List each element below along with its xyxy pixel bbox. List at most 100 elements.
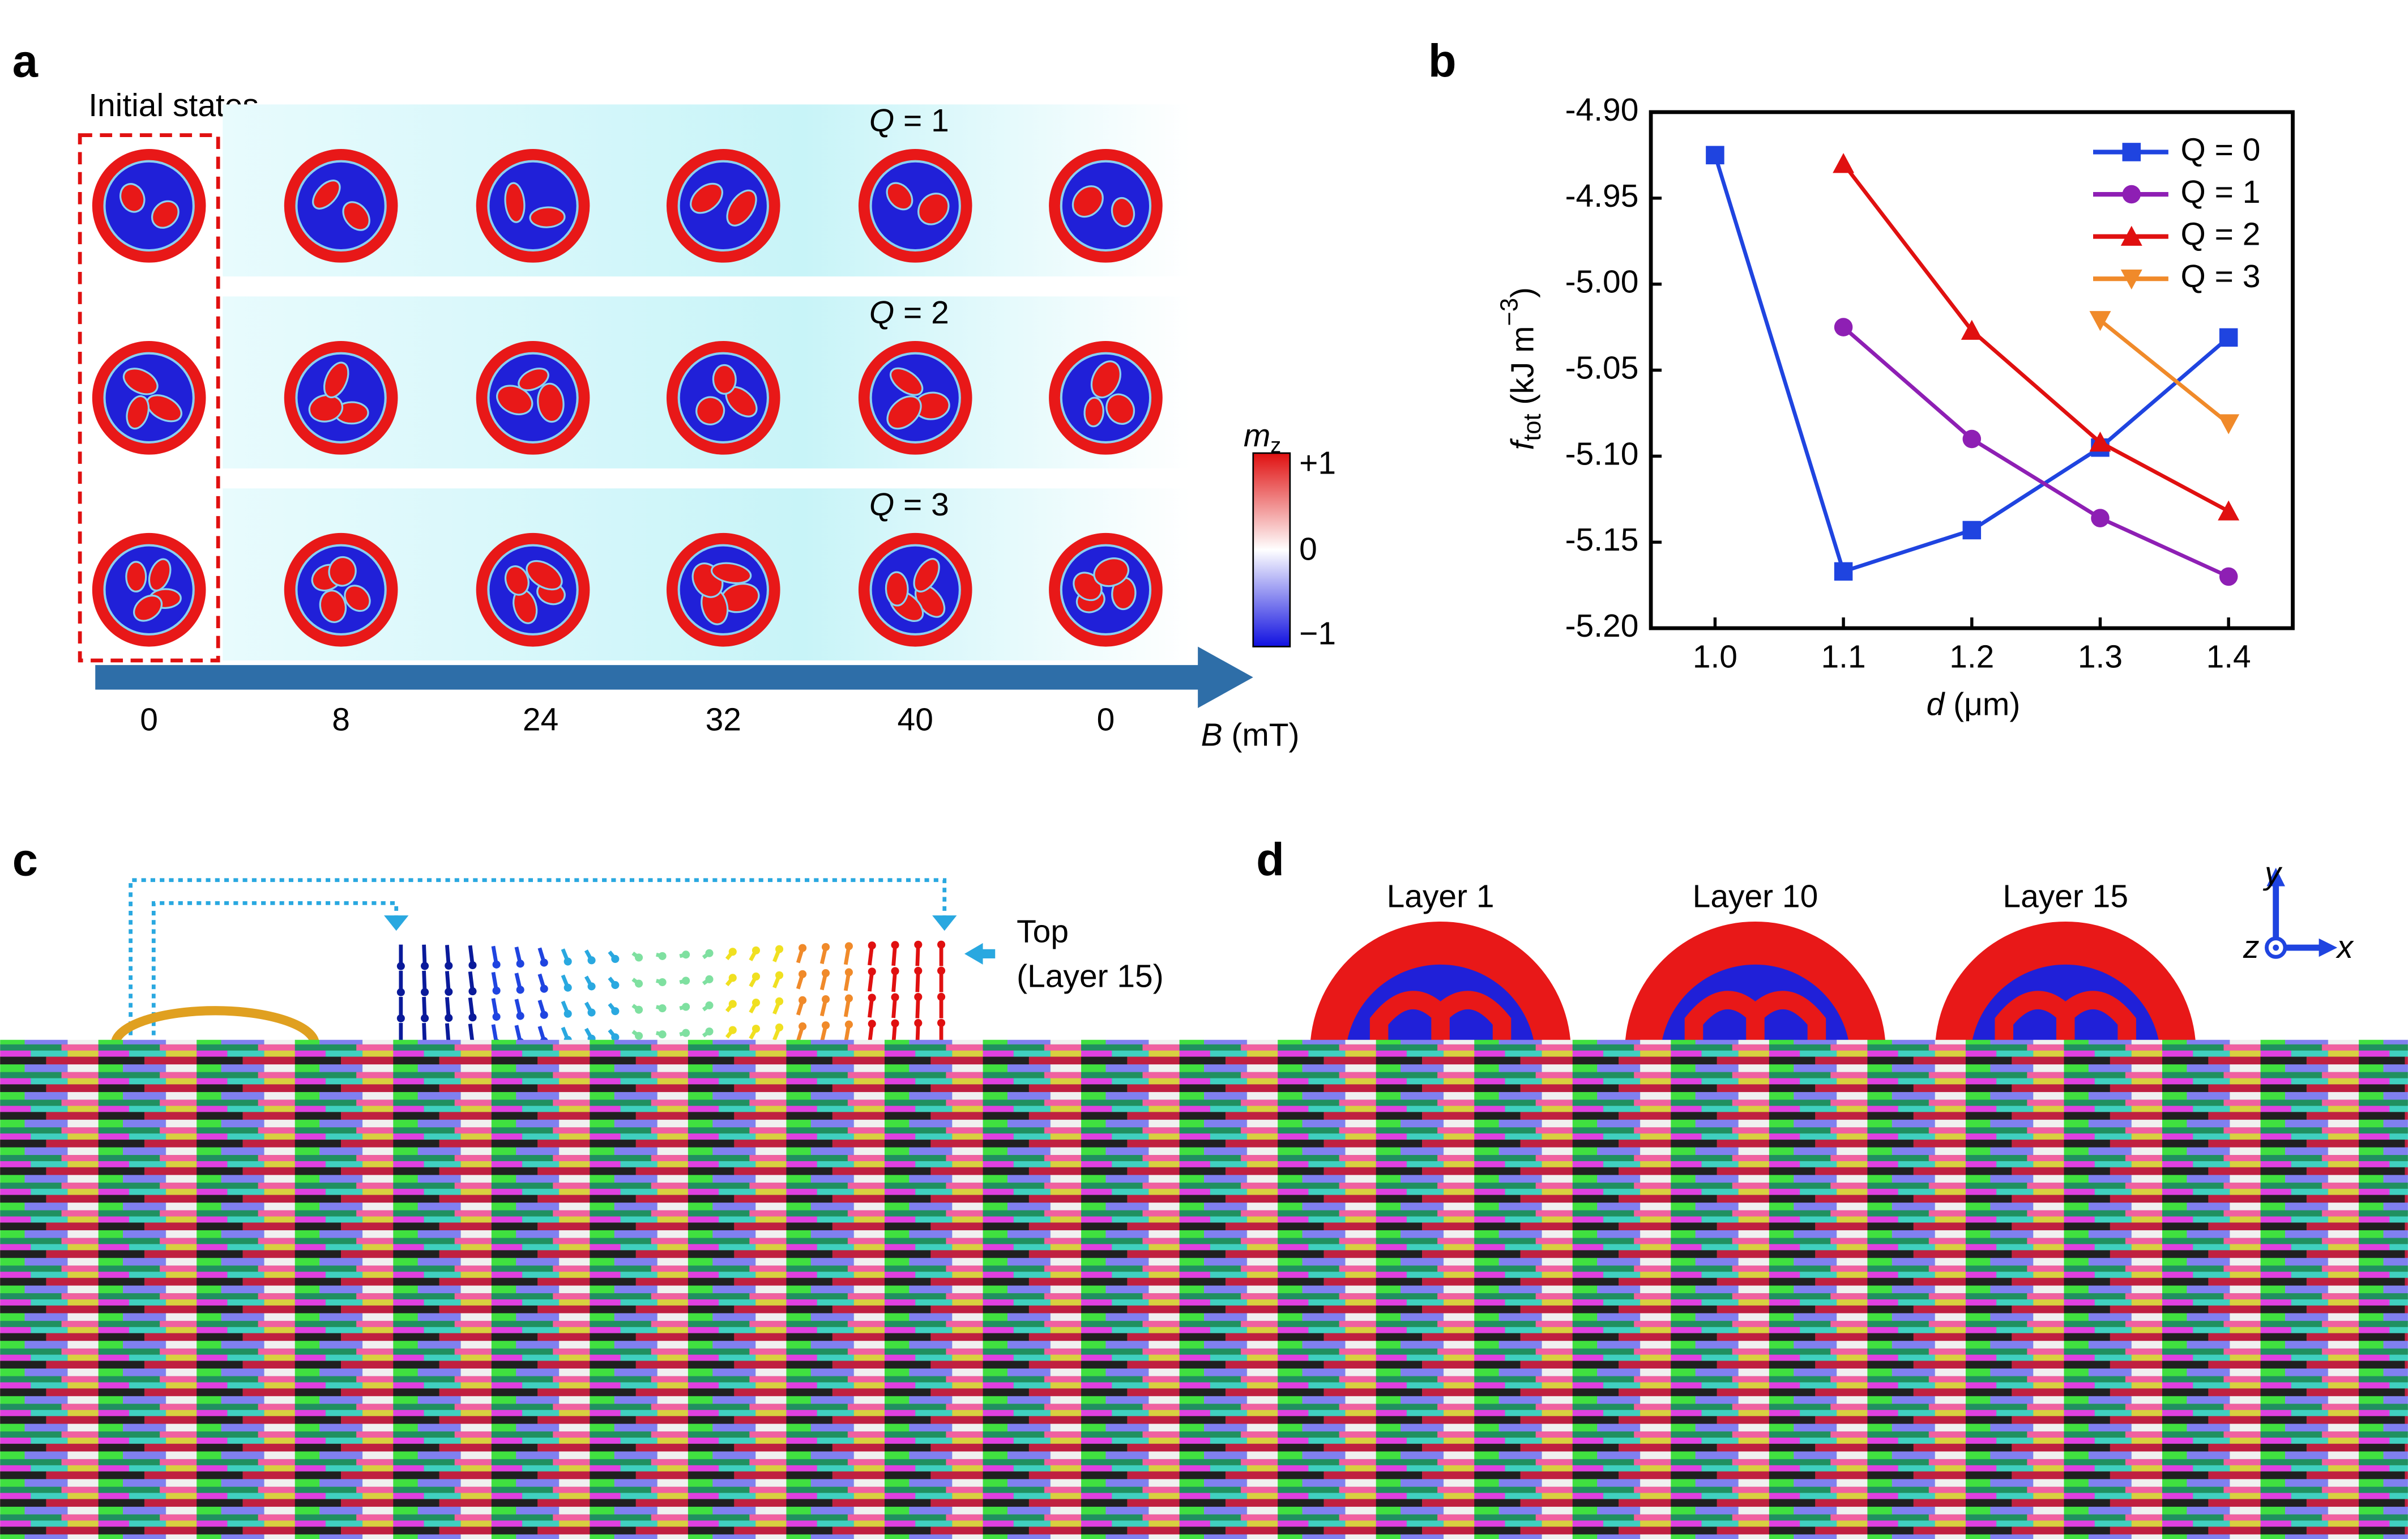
y-axis-label-part: tot (1519, 413, 1546, 441)
layer-label: Layer 10 (1693, 878, 1818, 914)
field-label: 32 (706, 701, 741, 737)
axes-icon (2265, 868, 2338, 959)
spin-head (937, 966, 946, 975)
marker (2091, 509, 2110, 527)
marker (1706, 146, 1724, 165)
x-axis-label: d (μm) (1927, 686, 2021, 722)
legend-marker (2120, 269, 2142, 290)
domain-blob (342, 201, 370, 231)
marker (1961, 319, 1983, 340)
spin-head (468, 961, 477, 970)
domain-blob (1090, 360, 1121, 399)
domain-blob (133, 594, 163, 622)
row-label-part: Q (869, 103, 894, 139)
legend-label: Q = 1 (2181, 174, 2261, 210)
spin-head (540, 1011, 548, 1019)
marker (2089, 432, 2111, 452)
spin-head (658, 978, 667, 987)
spin-head (844, 942, 853, 950)
layer-label: Layer 1 (1387, 878, 1495, 914)
row-label: Q = 1 (869, 103, 949, 139)
spin-head (914, 940, 923, 949)
spin-head (682, 1029, 690, 1037)
domain-blob (886, 182, 913, 211)
spin-head (914, 1019, 923, 1028)
y-axis-label-part: f (1505, 438, 1541, 450)
row-label-part: = 1 (894, 103, 949, 139)
domain-blob (710, 562, 752, 585)
spin-head (799, 970, 807, 978)
domain-blob (917, 193, 950, 225)
field-arrow (95, 646, 1253, 709)
spin-head (821, 1021, 830, 1030)
y-axis-label-part: −3 (1496, 298, 1523, 326)
spin-head (587, 1008, 596, 1017)
spin-head (799, 1022, 807, 1030)
spin-head (445, 987, 453, 996)
spin-head (914, 992, 923, 1001)
field-label: 24 (523, 701, 558, 737)
spin-head (634, 979, 643, 988)
annotation: (Layer 15) (1017, 958, 1164, 994)
row-label-part: Q (869, 487, 894, 523)
x-tick-label: 1.2 (1949, 638, 1994, 675)
legend-marker (2122, 143, 2141, 161)
legend-label: Q = 0 (2181, 131, 2261, 168)
spin-head (445, 961, 453, 970)
y-axis-label-part: ) (1505, 287, 1541, 298)
marker (2219, 567, 2238, 586)
spin-head (611, 981, 620, 990)
x-axis-label-part: (μm) (1944, 686, 2020, 722)
field-axis-label-part: (mT) (1223, 717, 1300, 753)
spin-head (658, 1030, 667, 1039)
domain-blob (328, 556, 357, 587)
spin-head (844, 968, 853, 977)
domain-core (677, 160, 769, 252)
y-axis-label-part: (kJ m (1505, 326, 1541, 413)
domain-blob (690, 182, 723, 214)
panel-label: d (1256, 834, 1284, 885)
spin-head (468, 1013, 477, 1022)
spin-head (752, 972, 761, 981)
x-tick-label: 1.0 (1693, 638, 1737, 675)
marker (1833, 153, 1855, 173)
domain-blob (1105, 393, 1135, 425)
domain-blob (504, 182, 526, 223)
domain-blob (125, 561, 147, 592)
spin-head (891, 967, 899, 975)
domain-blob (323, 361, 349, 399)
row-label: Q = 3 (869, 487, 949, 523)
x-axis-label-part: d (1927, 686, 1946, 722)
spin-head (516, 986, 524, 994)
spin-head (396, 1014, 405, 1022)
panel-label: a (12, 35, 39, 87)
colorbar-title: mz (1244, 417, 1281, 458)
spin-head (516, 960, 524, 968)
y-tick-label: -5.15 (1565, 522, 1639, 558)
colorbar (1252, 452, 1291, 647)
rainbow-arc (110, 1006, 320, 1045)
colorbar-tick-label: +1 (1299, 445, 1336, 481)
row-label-part: Q (869, 295, 894, 331)
spin-head (821, 943, 830, 951)
x-tick-label: 1.3 (2078, 638, 2123, 675)
domain-blob (1071, 185, 1104, 218)
spin-head (421, 988, 429, 996)
domain-blob (886, 395, 922, 430)
spin-head (914, 966, 923, 975)
spin-head (705, 1001, 714, 1009)
corrupted-region (0, 1039, 2408, 1539)
domain-blob (148, 558, 172, 592)
domain-core (103, 544, 195, 636)
marker (1834, 562, 1853, 581)
spin-head (775, 997, 784, 1005)
spin-head (937, 992, 946, 1001)
row-label: Q = 2 (869, 295, 949, 331)
y-tick-label: -5.20 (1565, 608, 1639, 644)
spin-head (540, 958, 548, 967)
spin-head (563, 983, 572, 992)
spin-head (891, 941, 899, 949)
spin-head (634, 953, 643, 962)
spin-head (611, 1007, 620, 1016)
